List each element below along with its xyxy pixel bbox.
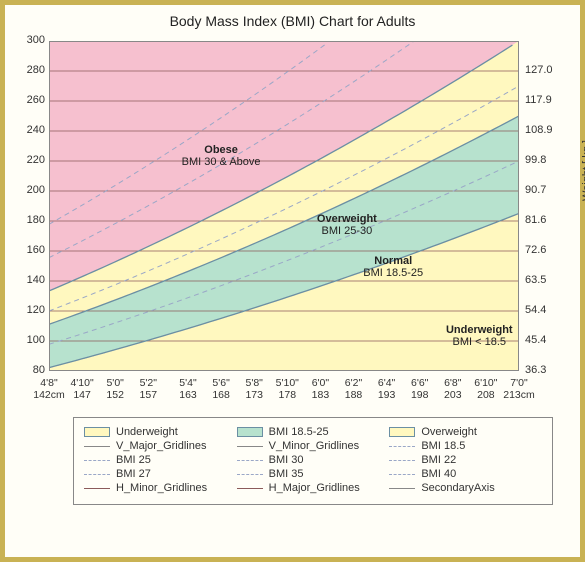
y-left-tick: 280 [5, 64, 45, 76]
y-right-tick: 81.6 [525, 214, 569, 226]
legend-item: V_Major_Gridlines [84, 440, 237, 452]
y-right-tick: 90.7 [525, 184, 569, 196]
y-left-tick: 160 [5, 244, 45, 256]
chart-title: Body Mass Index (BMI) Chart for Adults [5, 5, 580, 33]
y-right-tick: 108.9 [525, 124, 569, 136]
y-right-tick: 117.9 [525, 94, 569, 106]
legend-item: H_Minor_Gridlines [84, 482, 237, 494]
x-tick: 7'0"213cm [499, 377, 539, 401]
y-right-tick: 63.5 [525, 274, 569, 286]
y-right-tick: 36.3 [525, 364, 569, 376]
y-right-tick: 72.6 [525, 244, 569, 256]
legend-item: Underweight [84, 426, 237, 438]
right-axis-title: Weight [ kg ] [581, 140, 585, 201]
region-label: NormalBMI 18.5-25 [343, 255, 443, 279]
x-tick: 5'2"157 [128, 377, 168, 401]
y-left-tick: 80 [5, 364, 45, 376]
legend-item: BMI 27 [84, 468, 237, 480]
legend-item: BMI 25 [84, 454, 237, 466]
y-left-tick: 180 [5, 214, 45, 226]
legend-item: BMI 18.5 [389, 440, 542, 452]
plot-svg [49, 41, 519, 371]
y-right-tick: 99.8 [525, 154, 569, 166]
legend-item: V_Minor_Gridlines [237, 440, 390, 452]
legend-item: H_Major_Gridlines [237, 482, 390, 494]
y-right-tick: 127.0 [525, 64, 569, 76]
y-left-tick: 260 [5, 94, 45, 106]
region-label: OverweightBMI 25-30 [297, 213, 397, 237]
y-left-tick: 300 [5, 34, 45, 46]
x-axis-labels: 4'8"142cm4'10"1475'0"1525'2"1575'4"1635'… [49, 377, 519, 411]
y-left-tick: 140 [5, 274, 45, 286]
legend-item: SecondaryAxis [389, 482, 542, 494]
y-left-tick: 100 [5, 334, 45, 346]
legend-item: BMI 40 [389, 468, 542, 480]
y-left-tick: 220 [5, 154, 45, 166]
y-right-tick: 54.4 [525, 304, 569, 316]
y-right-tick: 45.4 [525, 334, 569, 346]
legend-item: BMI 30 [237, 454, 390, 466]
y-left-tick: 240 [5, 124, 45, 136]
legend: UnderweightBMI 18.5-25Overweight V_Major_… [73, 417, 553, 505]
region-label: ObeseBMI 30 & Above [171, 144, 271, 168]
legend-item: BMI 18.5-25 [237, 426, 390, 438]
legend-item: BMI 22 [389, 454, 542, 466]
plot-area: ObeseBMI 30 & Above OverweightBMI 25-30 No… [49, 41, 519, 371]
y-left-tick: 200 [5, 184, 45, 196]
region-label: UnderweightBMI < 18.5 [429, 324, 529, 348]
y-left-tick: 120 [5, 304, 45, 316]
legend-item: BMI 35 [237, 468, 390, 480]
legend-item: Overweight [389, 426, 542, 438]
